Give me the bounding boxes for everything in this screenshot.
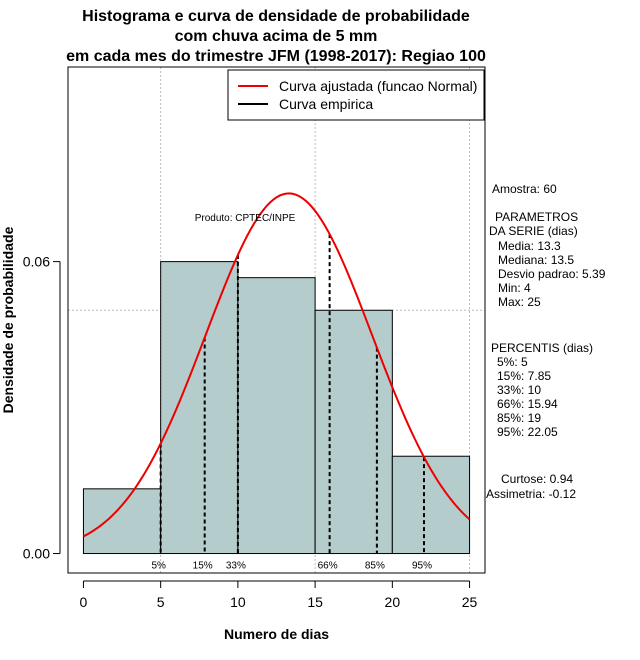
params-title: PARAMETROS: [495, 210, 578, 224]
y-tick-label: 0.06: [23, 254, 50, 270]
percentile-value: 33%: 10: [497, 383, 541, 397]
title-line: em cada mes do trimestre JFM (1998-2017)…: [66, 48, 486, 65]
percentile-label: 15%: [193, 561, 213, 572]
x-tick-label: 20: [385, 594, 401, 610]
x-axis-title: Numero de dias: [224, 626, 329, 642]
param-value: Max: 25: [498, 295, 541, 309]
axes: 0 5 10 15 20 25 0.00 0.06 Numero de dias Densidad…: [0, 226, 478, 642]
percentiles-title: PERCENTIS (dias): [491, 341, 593, 355]
param-value: Mediana: 13.5: [498, 253, 574, 267]
title-line: Histograma e curva de densidade de proba…: [82, 8, 470, 25]
histogram-bars: [82, 261, 471, 555]
percentile-value: 66%: 15.94: [497, 397, 558, 411]
x-tick-label: 5: [157, 594, 165, 610]
stat-sample: Amostra: 60: [492, 182, 557, 196]
title-line: com chuva acima de 5 mm: [175, 28, 378, 45]
legend: Curva ajustada (funcao Normal) Curva empi…: [227, 69, 485, 121]
percentile-value: 95%: 22.05: [497, 425, 558, 439]
percentile-label: 66%: [318, 561, 338, 572]
x-tick-label: 25: [462, 594, 478, 610]
histogram-bar: [82, 488, 162, 555]
param-value: Desvio padrao: 5.39: [498, 267, 606, 281]
normal-curve-line: [82, 192, 471, 538]
y-axis-title: Densidade de probabilidade: [0, 226, 16, 413]
legend-label: Curva empirica: [279, 96, 373, 112]
percentile-label: 5%: [151, 561, 166, 572]
legend-box: [227, 69, 485, 121]
percentile-label: 95%: [412, 561, 432, 572]
percentile-label: 85%: [365, 561, 385, 572]
histogram-bar: [314, 309, 393, 555]
histogram-bar: [160, 261, 239, 555]
param-value: Min: 4: [498, 281, 531, 295]
percentile-value: 85%: 19: [497, 411, 541, 425]
param-value: Media: 13.3: [498, 239, 561, 253]
kurtosis-value: Curtose: 0.94: [501, 472, 573, 486]
skewness-value: Assimetria: -0.12: [486, 487, 576, 501]
plot-frame: [67, 66, 486, 574]
x-tick-label: 10: [230, 594, 246, 610]
percentile-label: 33%: [226, 561, 246, 572]
y-tick-label: 0.00: [23, 546, 50, 562]
product-label: Produto: CPTEC/INPE: [195, 213, 296, 224]
legend-label: Curva ajustada (funcao Normal): [279, 78, 477, 94]
percentile-markers: 5% 15% 33% 66% 85% 95%: [151, 234, 432, 572]
x-tick-label: 15: [307, 594, 323, 610]
percentile-value: 5%: 5: [497, 355, 528, 369]
chart-title: Histograma e curva de densidade de proba…: [66, 8, 486, 65]
x-tick-label: 0: [80, 594, 88, 610]
normal-curve: [82, 192, 471, 538]
params-subtitle: DA SERIE (dias): [489, 224, 578, 238]
percentile-value: 15%: 7.85: [497, 369, 551, 383]
histogram-bar: [237, 277, 316, 555]
